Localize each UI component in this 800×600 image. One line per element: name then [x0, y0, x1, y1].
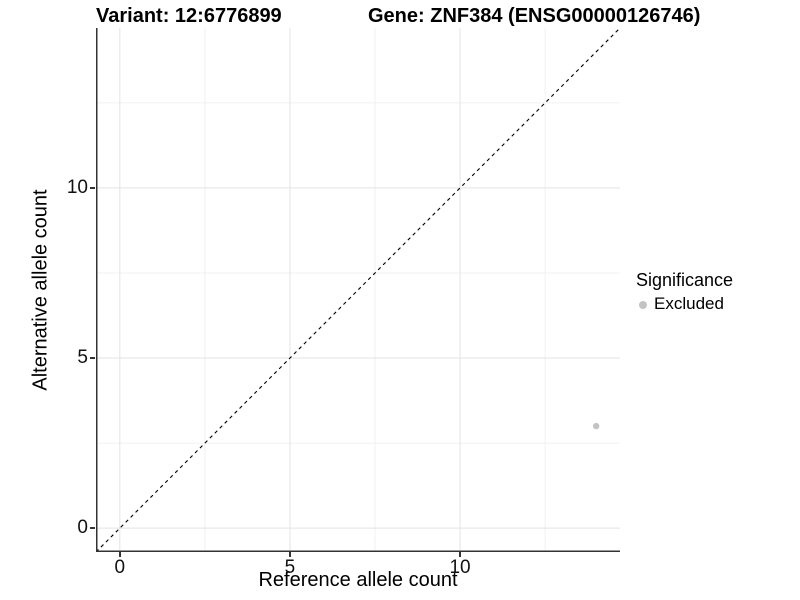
- legend-point-icon: [639, 300, 647, 309]
- y-tick-label: 10: [66, 176, 88, 198]
- y-tick-mark: [90, 187, 95, 189]
- x-axis-title: Reference allele count: [258, 569, 458, 591]
- legend-title: Significance: [636, 270, 734, 290]
- y-tick-label: 0: [77, 517, 88, 539]
- plot-panel: [95, 27, 621, 553]
- x-tick-label: 10: [449, 557, 471, 578]
- data-point-excluded: [592, 422, 600, 430]
- x-tick-mark: [289, 552, 291, 557]
- y-tick-mark: [90, 357, 95, 359]
- plot-area-svg: [95, 27, 621, 553]
- identity-dashed-line: [95, 27, 621, 553]
- plot-title-gene: Gene: ZNF384 (ENSG00000126746): [368, 5, 701, 27]
- legend-item-excluded: Excluded: [636, 294, 733, 314]
- x-tick-label: 5: [284, 557, 296, 578]
- legend-item-label: Excluded: [654, 294, 724, 313]
- y-tick-mark: [90, 527, 95, 529]
- x-tick-mark: [119, 552, 121, 557]
- x-tick-mark: [459, 552, 461, 557]
- legend: Significance Excluded: [636, 270, 733, 314]
- x-tick-label: 0: [114, 557, 126, 578]
- y-tick-label: 5: [77, 347, 88, 369]
- plot-title-variant: Variant: 12:6776899: [96, 5, 282, 27]
